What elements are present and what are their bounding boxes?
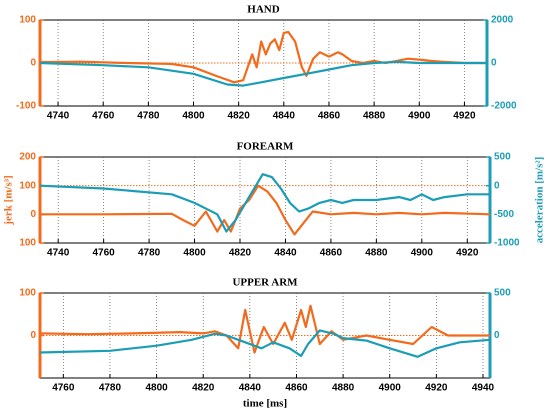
y-tick-label: 0 — [30, 209, 36, 220]
y-tick-label: -100 — [16, 101, 36, 112]
x-tick-label: 4740 — [47, 248, 70, 259]
y-axis-label: jerk [m/s³] — [3, 175, 15, 225]
x-tick-label: 4860 — [320, 248, 343, 259]
x-tick-label: 4920 — [425, 383, 448, 394]
x-tick-label: 4780 — [137, 111, 160, 122]
y2-tick-label: 0 — [494, 180, 500, 191]
y2-tick-label: 500 — [494, 288, 511, 299]
data-line — [39, 30, 487, 84]
y-tick-label: 100 — [19, 180, 36, 191]
y2-tick-label: 500 — [494, 152, 511, 163]
y2-tick-label: -1000 — [494, 238, 520, 249]
x-tick-label: 4900 — [379, 383, 402, 394]
data-line — [40, 184, 491, 236]
y2-tick-label: 0 — [491, 58, 497, 69]
x-tick-label: 4900 — [411, 248, 434, 259]
x-tick-label: 4820 — [192, 383, 215, 394]
x-tick-label: 4920 — [453, 111, 476, 122]
x-tick-label: 4800 — [145, 383, 168, 394]
y-tick-label: 0 — [30, 330, 36, 341]
x-tick-label: 4800 — [182, 111, 205, 122]
x-tick-label: 4760 — [92, 111, 115, 122]
y2-tick-label: -2000 — [491, 101, 517, 112]
data-line — [39, 329, 491, 358]
data-line — [39, 60, 487, 87]
y-tick-label: 200 — [19, 152, 36, 163]
y-tick-label: 100 — [19, 288, 36, 299]
x-tick-label: 4880 — [332, 383, 355, 394]
x-tick-label: 4760 — [52, 383, 75, 394]
y2-tick-label: 0 — [494, 330, 500, 341]
x-tick-label: 4940 — [472, 383, 495, 394]
panel-title: HAND — [247, 4, 279, 16]
x-tick-label: 4780 — [99, 383, 122, 394]
x-tick-label: 4780 — [138, 248, 161, 259]
y2-axis-label: acceleration [m/s²] — [534, 157, 546, 244]
y2-tick-label: -500 — [494, 209, 514, 220]
x-tick-label: 4820 — [228, 111, 251, 122]
x-tick-label: 4740 — [47, 111, 70, 122]
x-tick-label: 4860 — [285, 383, 308, 394]
x-tick-label: 4840 — [239, 383, 262, 394]
x-tick-label: 4880 — [363, 111, 386, 122]
x-tick-label: 4900 — [408, 111, 431, 122]
x-tick-label: 4820 — [229, 248, 252, 259]
x-tick-label: 4760 — [93, 248, 116, 259]
y-tick-label: 100 — [19, 15, 36, 26]
plot-area — [39, 156, 491, 244]
x-tick-label: 4920 — [456, 248, 479, 259]
data-line — [39, 304, 490, 354]
panel-title: FOREARM — [237, 141, 294, 153]
x-tick-label: 4860 — [318, 111, 341, 122]
x-tick-label: 4800 — [183, 248, 206, 259]
y2-tick-label: 2000 — [491, 15, 514, 26]
x-tick-label: 4880 — [365, 248, 388, 259]
x-tick-label: 4840 — [274, 248, 297, 259]
panel-title: UPPER ARM — [232, 277, 298, 289]
x-tick-label: 4840 — [273, 111, 296, 122]
y-tick-label: 0 — [30, 58, 36, 69]
x-axis-label: time [ms] — [243, 398, 287, 410]
y-tick-label: 100 — [19, 238, 36, 249]
data-line — [39, 173, 490, 233]
